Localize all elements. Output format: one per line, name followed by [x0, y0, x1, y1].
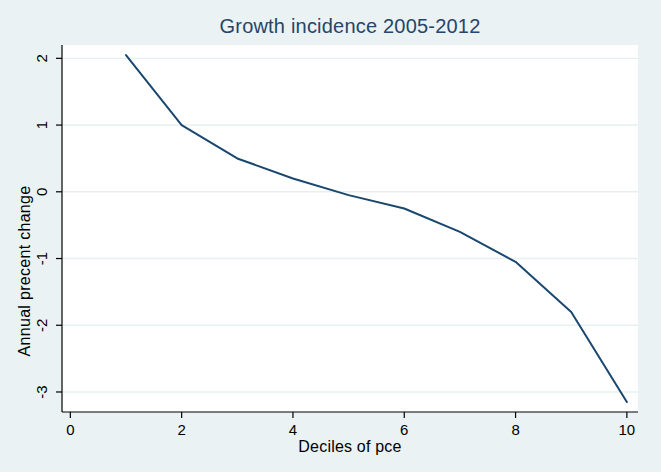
plot-area: 210-1-2-30246810	[0, 0, 661, 472]
x-axis-title: Deciles of pce	[62, 438, 638, 456]
y-tick-label: 2	[33, 54, 50, 62]
x-tick-label: 6	[400, 421, 408, 438]
x-tick-label: 10	[619, 421, 636, 438]
chart-title: Growth incidence 2005-2012	[62, 15, 638, 38]
y-axis-title: Annual precent change	[16, 121, 36, 421]
plot-background	[62, 45, 638, 412]
x-tick-label: 2	[177, 421, 185, 438]
x-tick-label: 8	[511, 421, 519, 438]
x-tick-label: 0	[66, 421, 74, 438]
x-tick-label: 4	[289, 421, 297, 438]
stata-chart-figure: 210-1-2-30246810 Growth incidence 2005-2…	[0, 0, 661, 472]
